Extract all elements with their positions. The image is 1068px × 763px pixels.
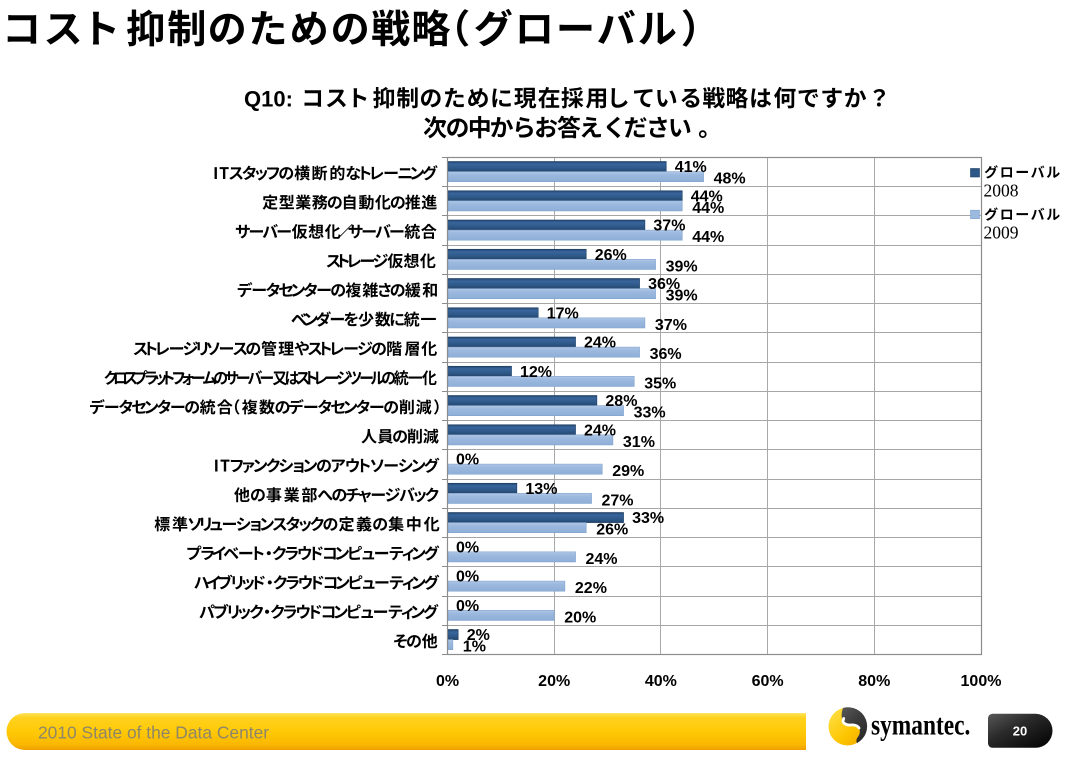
svg-text:0%: 0% <box>456 598 479 615</box>
svg-text:44%: 44% <box>692 200 724 217</box>
svg-text:0%: 0% <box>436 673 459 690</box>
svg-text:12%: 12% <box>520 364 552 381</box>
svg-text:22%: 22% <box>575 580 607 597</box>
svg-text:35%: 35% <box>644 375 676 392</box>
svg-text:1%: 1% <box>463 639 486 656</box>
svg-text:80%: 80% <box>858 673 890 690</box>
svg-text:37%: 37% <box>653 218 685 235</box>
svg-text:2%: 2% <box>467 627 490 644</box>
svg-text:0%: 0% <box>456 539 479 556</box>
svg-text:2008: 2008 <box>984 181 1019 201</box>
svg-text:26%: 26% <box>595 247 627 264</box>
svg-text:20%: 20% <box>538 673 570 690</box>
svg-text:26%: 26% <box>596 522 628 539</box>
svg-text:100%: 100% <box>961 673 1002 690</box>
svg-text:0%: 0% <box>456 452 479 469</box>
svg-text:39%: 39% <box>666 288 698 305</box>
svg-text:24%: 24% <box>584 335 616 352</box>
svg-text:36%: 36% <box>648 276 680 293</box>
svg-text:20: 20 <box>1013 724 1027 739</box>
svg-text:24%: 24% <box>586 551 618 568</box>
svg-text:36%: 36% <box>650 346 682 363</box>
svg-text:60%: 60% <box>752 673 784 690</box>
svg-text:17%: 17% <box>547 305 579 322</box>
svg-text:33%: 33% <box>632 510 664 527</box>
svg-text:44%: 44% <box>692 229 724 246</box>
svg-text:28%: 28% <box>605 393 637 410</box>
svg-text:48%: 48% <box>714 171 746 188</box>
svg-text:37%: 37% <box>655 317 687 334</box>
svg-text:2010 State of the Data Center: 2010 State of the Data Center <box>38 722 269 742</box>
svg-text:2009: 2009 <box>984 223 1019 243</box>
svg-text:20%: 20% <box>564 609 596 626</box>
svg-text:41%: 41% <box>675 159 707 176</box>
svg-text:24%: 24% <box>584 422 616 439</box>
svg-text:0%: 0% <box>456 569 479 586</box>
svg-text:31%: 31% <box>623 434 655 451</box>
svg-text:39%: 39% <box>666 258 698 275</box>
svg-text:Q10:: Q10: <box>244 86 293 111</box>
svg-text:27%: 27% <box>602 492 634 509</box>
svg-text:33%: 33% <box>634 405 666 422</box>
svg-text:29%: 29% <box>612 463 644 480</box>
svg-text:44%: 44% <box>691 188 723 205</box>
svg-text:symantec.: symantec. <box>871 708 970 741</box>
svg-text:13%: 13% <box>525 481 557 498</box>
svg-text:40%: 40% <box>645 673 677 690</box>
